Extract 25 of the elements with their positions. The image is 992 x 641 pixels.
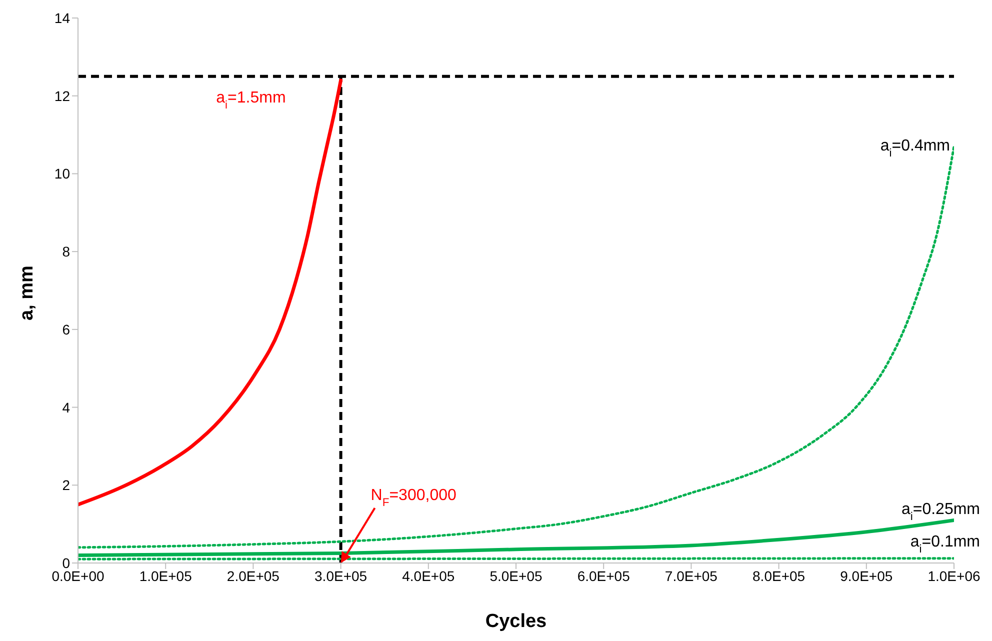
x-axis-title: Cycles [485, 611, 547, 632]
x-tick-label: 9.0E+05 [840, 568, 893, 584]
y-axis-title: a, mm [16, 266, 38, 320]
y-tick-label: 10 [54, 166, 70, 182]
x-tick-label: 1.0E+06 [928, 568, 980, 584]
x-tick-label: 2.0E+05 [226, 568, 280, 584]
text: a$_{i}$=1.5mm [216, 89, 286, 112]
y-tick-label: 6 [62, 321, 70, 338]
series-label: a$_{i}$=0.4mm [880, 137, 950, 160]
y-tick-label: 4 [62, 399, 70, 416]
x-tick-label: 1.0E+05 [139, 568, 192, 584]
x-tick-label: 5.0E+05 [490, 568, 542, 584]
y-tick-label: 2 [62, 477, 70, 494]
line-series [78, 78, 343, 506]
y-tick-label: 8 [62, 244, 70, 260]
x-tick-label: 4.0E+05 [402, 568, 455, 584]
series-label: a$_{i}$=0.1mm [910, 533, 980, 556]
x-tick-label: 7.0E+05 [664, 568, 718, 584]
y-tick-label: 14 [54, 10, 70, 26]
x-tick-label: 6.0E+05 [577, 568, 630, 584]
annotation: N$_{F}$=300,000 [370, 487, 456, 509]
x-tick-label: 3.0E+05 [314, 568, 368, 584]
y-tick-label: 12 [54, 88, 70, 104]
series-label: a$_{i}$=0.25mm [901, 501, 980, 524]
x-tick-label: 8.0E+05 [752, 568, 806, 584]
